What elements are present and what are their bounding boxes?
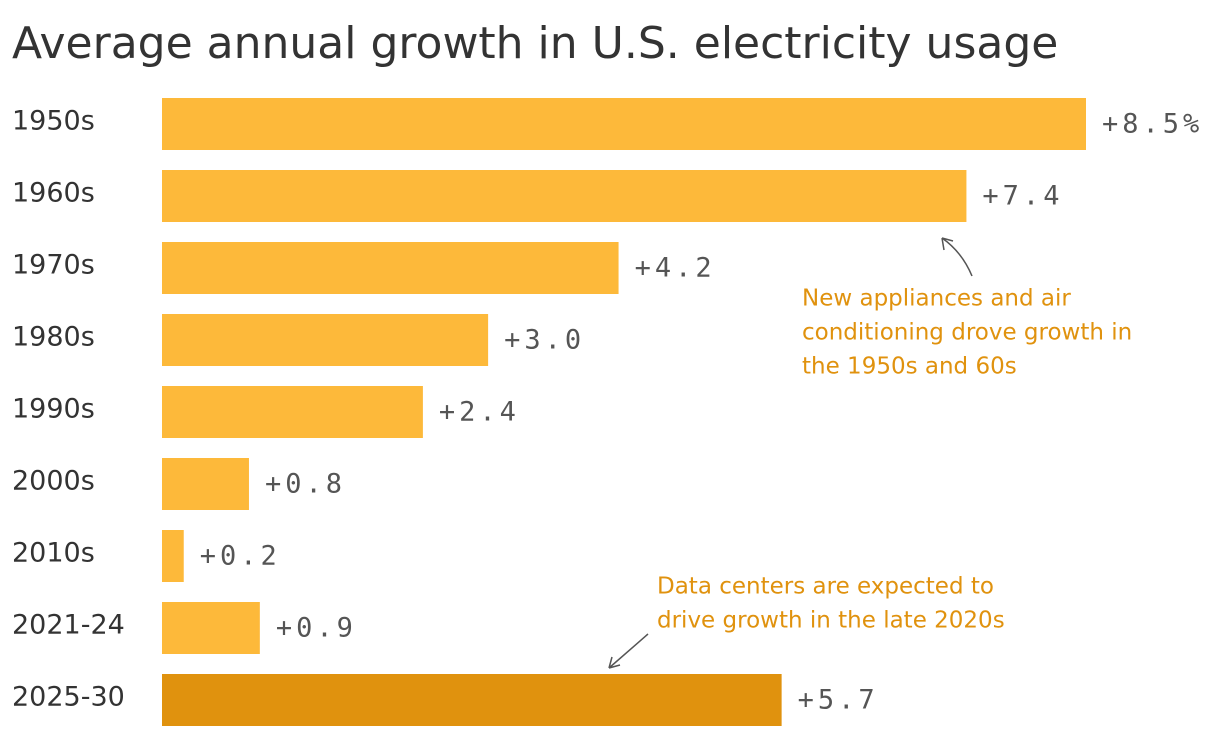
bar bbox=[162, 386, 423, 438]
annotation-text: conditioning drove growth in bbox=[802, 320, 1132, 346]
annotation-arrow bbox=[941, 237, 973, 277]
value-label: +5.7 bbox=[798, 685, 879, 716]
category-label: 2025-30 bbox=[12, 682, 125, 713]
category-label: 2021-24 bbox=[12, 610, 125, 641]
annotation-text: drive growth in the late 2020s bbox=[657, 608, 1005, 634]
value-label: +2.4 bbox=[439, 397, 520, 428]
value-label: +8.5% bbox=[1102, 109, 1203, 140]
bar bbox=[162, 530, 184, 582]
bar bbox=[162, 242, 619, 294]
bar bbox=[162, 674, 782, 726]
bar bbox=[162, 170, 967, 222]
category-label: 1950s bbox=[12, 106, 95, 137]
value-label: +0.2 bbox=[200, 541, 281, 572]
value-label: +7.4 bbox=[982, 181, 1063, 212]
annotation-arrow bbox=[608, 633, 649, 669]
value-label: +0.8 bbox=[265, 469, 346, 500]
annotation: New appliances and air conditioning drov… bbox=[802, 237, 1132, 380]
annotation: Data centers are expected to drive growt… bbox=[608, 574, 1005, 669]
category-label: 1970s bbox=[12, 250, 95, 281]
bar bbox=[162, 602, 260, 654]
category-label: 1980s bbox=[12, 322, 95, 353]
value-label: +0.9 bbox=[276, 613, 357, 644]
category-label: 2010s bbox=[12, 538, 95, 569]
category-label: 2000s bbox=[12, 466, 95, 497]
value-label: +4.2 bbox=[635, 253, 716, 284]
value-label: +3.0 bbox=[504, 325, 585, 356]
bar bbox=[162, 314, 489, 366]
bar bbox=[162, 458, 249, 510]
annotation-text: Data centers are expected to bbox=[657, 574, 994, 600]
chart-title: Average annual growth in U.S. electricit… bbox=[12, 18, 1058, 69]
category-label: 1960s bbox=[12, 178, 95, 209]
annotation-text: the 1950s and 60s bbox=[802, 354, 1017, 380]
bar bbox=[162, 98, 1086, 150]
category-label: 1990s bbox=[12, 394, 95, 425]
annotation-text: New appliances and air bbox=[802, 286, 1071, 312]
